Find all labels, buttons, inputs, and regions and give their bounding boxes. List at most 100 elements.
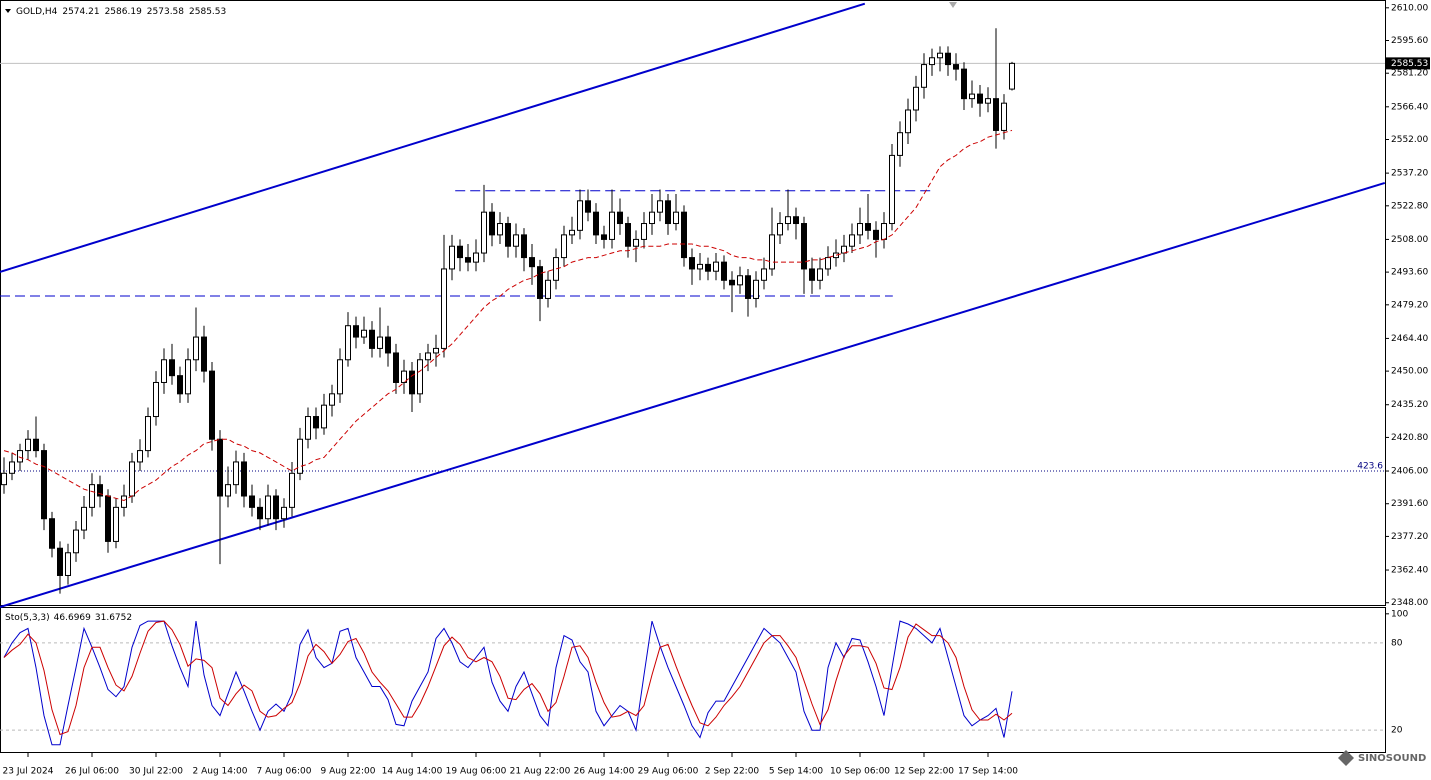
current-price-box — [1386, 57, 1430, 70]
y-tick-label: 2348.00 — [1391, 598, 1428, 608]
candle-body — [945, 52, 951, 66]
candle-body — [561, 234, 567, 259]
candle-body — [161, 359, 167, 383]
candle-body — [529, 257, 535, 268]
candle-body — [513, 234, 519, 247]
candle-body — [193, 336, 199, 361]
candle-body — [281, 506, 287, 520]
candle-body — [449, 245, 455, 270]
candle-body — [361, 329, 367, 338]
x-tick-label: 17 Sep 14:00 — [958, 767, 1018, 777]
candle-body — [89, 484, 95, 508]
candle-body — [33, 438, 39, 452]
symbol-header: GOLD,H4 2574.21 2586.19 2573.58 2585.53 — [16, 7, 226, 17]
candle-body — [481, 211, 487, 254]
candle-body — [681, 211, 687, 259]
candle-body — [625, 223, 631, 247]
y-tick-label: 2479.20 — [1391, 300, 1428, 310]
candle-body — [769, 234, 775, 270]
x-tick-label: 2 Aug 14:00 — [193, 767, 248, 777]
candle-body — [705, 263, 711, 272]
candle-body — [641, 223, 647, 240]
candle-body — [713, 261, 719, 272]
candle-body — [137, 450, 143, 463]
x-tick-label: 5 Sep 14:00 — [769, 767, 824, 777]
candle-body — [313, 416, 319, 429]
candle-body — [657, 200, 663, 213]
channel-line — [0, 181, 1386, 608]
candle-body — [249, 495, 255, 508]
candle-body — [809, 268, 815, 281]
candle-body — [897, 132, 903, 156]
candle-body — [153, 381, 159, 418]
candle-body — [553, 257, 559, 281]
candle-body — [833, 252, 839, 259]
candle-body — [961, 68, 967, 100]
candle-body — [521, 234, 527, 259]
candle-body — [937, 52, 943, 59]
candle-body — [753, 279, 759, 299]
candle-body — [1, 472, 7, 486]
indicator-header: Sto(5,3,3) 46.6969 31.6752 — [5, 613, 132, 623]
candle-body — [17, 450, 23, 463]
candle-body — [785, 216, 791, 225]
y-tick-label: 2595.60 — [1391, 36, 1428, 46]
candle-body — [393, 352, 399, 383]
y-tick-label: 2508.00 — [1391, 235, 1428, 245]
candle-body — [81, 506, 87, 531]
candle-body — [865, 223, 871, 231]
symbol-menu-arrow[interactable] — [5, 9, 11, 13]
y-tick-label: 2435.20 — [1391, 400, 1428, 410]
candle-body — [217, 438, 223, 497]
candle-body — [433, 347, 439, 354]
candle-body — [9, 461, 15, 474]
candle-body — [793, 216, 799, 225]
candle-body — [857, 223, 863, 236]
x-tick-label: 9 Aug 22:00 — [321, 767, 376, 777]
candle-body — [489, 211, 495, 236]
candle-body — [585, 200, 591, 213]
candle-body — [905, 109, 911, 134]
x-tick-label: 26 Jul 06:00 — [65, 767, 119, 777]
candle-body — [65, 552, 71, 576]
indicator-value: 31.6752 — [95, 613, 132, 623]
candle-body — [225, 484, 231, 497]
candle-body — [985, 98, 991, 104]
candle-body — [105, 495, 111, 542]
candle-body — [889, 154, 895, 225]
candle-body — [929, 57, 935, 66]
price-panel-frame — [0, 0, 1386, 606]
ohlc-value: 2586.19 — [105, 7, 142, 17]
candle-body — [409, 370, 415, 395]
y-tick-label: 100 — [1391, 609, 1408, 619]
indicator-value: 46.6969 — [54, 613, 91, 623]
y-tick-label: 2362.40 — [1391, 566, 1428, 576]
candle-body — [97, 484, 103, 497]
candle-body — [737, 275, 743, 286]
candle-body — [233, 461, 239, 486]
candle-body — [601, 234, 607, 240]
x-tick-label: 23 Jul 2024 — [3, 767, 54, 777]
candle-body — [609, 211, 615, 240]
candle-body — [337, 359, 343, 395]
candle-body — [689, 257, 695, 270]
y-tick-label: 2464.40 — [1391, 334, 1428, 344]
y-tick-label: 2610.00 — [1391, 3, 1428, 13]
x-tick-label: 30 Jul 22:00 — [129, 767, 183, 777]
candle-body — [777, 223, 783, 236]
candle-body — [457, 245, 463, 259]
candle-body — [289, 472, 295, 508]
candle-body — [377, 336, 383, 349]
candle-body — [849, 234, 855, 247]
candle-body — [25, 438, 31, 452]
x-tick-label: 10 Sep 06:00 — [830, 767, 890, 777]
y-tick-label: 80 — [1391, 638, 1403, 648]
candle-body — [721, 261, 727, 281]
y-tick-label: 2493.60 — [1391, 268, 1428, 278]
candle-body — [257, 506, 263, 520]
x-tick-label: 2 Sep 22:00 — [705, 767, 760, 777]
candle-body — [577, 200, 583, 231]
candle-body — [569, 229, 575, 236]
